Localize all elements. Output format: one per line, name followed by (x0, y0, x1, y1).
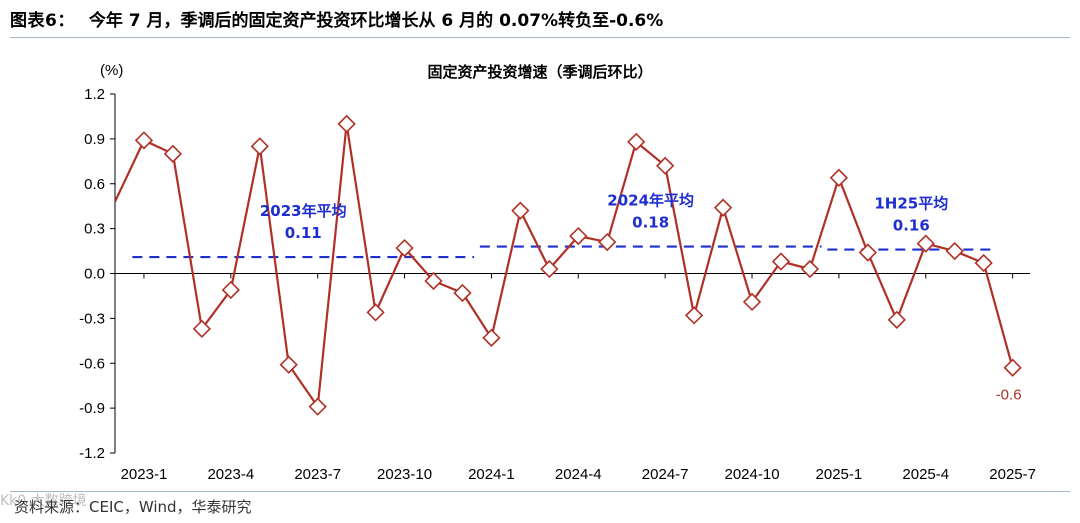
top-rule (10, 37, 1070, 38)
x-tick-label: 2025-7 (989, 466, 1036, 483)
data-point (453, 283, 472, 303)
data-point (192, 319, 211, 338)
data-point (771, 252, 791, 271)
watermark: Kk0 大数跨境 (0, 493, 87, 509)
average-value-label: 0.11 (285, 224, 322, 242)
data-point (887, 310, 906, 330)
average-label: 1H25平均 (874, 195, 948, 213)
source-note: 资料来源：CEIC，Wind，华泰研究 (14, 498, 252, 516)
data-point (540, 259, 559, 279)
data-point (684, 306, 704, 325)
x-tick-label: 2023-7 (294, 466, 341, 483)
data-point (598, 232, 617, 252)
data-point (916, 234, 935, 253)
data-point (569, 226, 588, 246)
data-point (974, 253, 993, 273)
data-point (163, 144, 183, 163)
y-tick-label: -0.9 (79, 400, 105, 417)
x-tick-label: 2024-10 (724, 466, 779, 483)
line-chart: 固定资产投资增速（季调后环比） (%) 1.2 0.9 0.6 0.3 0.0 -0.3 -… (79, 62, 1036, 483)
y-tick-label: 0.0 (84, 266, 105, 283)
x-tick-label: 2023-4 (207, 466, 254, 483)
data-point (742, 292, 762, 312)
data-point (858, 243, 877, 262)
data-point (279, 355, 298, 374)
data-point (511, 201, 530, 220)
data-point (308, 397, 327, 416)
average-value-label: 0.16 (893, 217, 930, 235)
y-tick-label: -0.6 (79, 355, 105, 372)
series-line (114, 122, 1014, 408)
data-point (800, 259, 820, 279)
figure-title: 今年 7 月，季调后的固定资产投资环比增长从 6 月的 0.07%转负至-0.6… (88, 11, 664, 31)
x-tick-label: 2025-1 (816, 466, 863, 483)
y-tick-label: 0.9 (84, 131, 105, 148)
y-tick-label: 1.2 (84, 86, 105, 103)
y-tick-label: 0.6 (84, 176, 105, 193)
average-label: 2024年平均 (607, 192, 694, 210)
data-point (424, 271, 443, 291)
data-point (250, 137, 269, 156)
data-point (134, 131, 154, 150)
average-value-label: 0.18 (632, 214, 669, 232)
x-tick-label: 2024-4 (555, 466, 602, 483)
data-point (221, 280, 240, 300)
data-point (627, 132, 646, 151)
x-tick-label: 2023-10 (377, 466, 432, 483)
y-tick-label: -1.2 (79, 445, 105, 462)
figure-label: 图表6： (10, 11, 75, 31)
data-point (1003, 358, 1022, 377)
data-point (366, 303, 385, 322)
data-point (945, 241, 964, 261)
data-point (337, 114, 356, 134)
data-point (656, 156, 675, 175)
figure-header: 图表6： 今年 7 月，季调后的固定资产投资环比增长从 6 月的 0.07%转负至… (10, 6, 1070, 36)
y-tick-label: -0.3 (79, 310, 105, 327)
data-point (829, 168, 849, 187)
data-point (713, 198, 733, 217)
x-tick-label: 2025-4 (902, 466, 949, 483)
average-label: 2023年平均 (260, 202, 347, 220)
data-point (395, 238, 414, 258)
y-tick-label: 0.3 (84, 221, 105, 238)
x-tick-label: 2024-1 (468, 466, 515, 483)
x-tick-label: 2024-7 (642, 466, 689, 483)
data-point (482, 328, 501, 347)
bottom-rule (10, 491, 1070, 492)
y-axis-unit-label: (%) (100, 62, 123, 79)
chart-title: 固定资产投资增速（季调后环比） (427, 63, 652, 81)
x-tick-label: 2023-1 (121, 466, 168, 483)
last-value-label: -0.6 (996, 387, 1022, 404)
